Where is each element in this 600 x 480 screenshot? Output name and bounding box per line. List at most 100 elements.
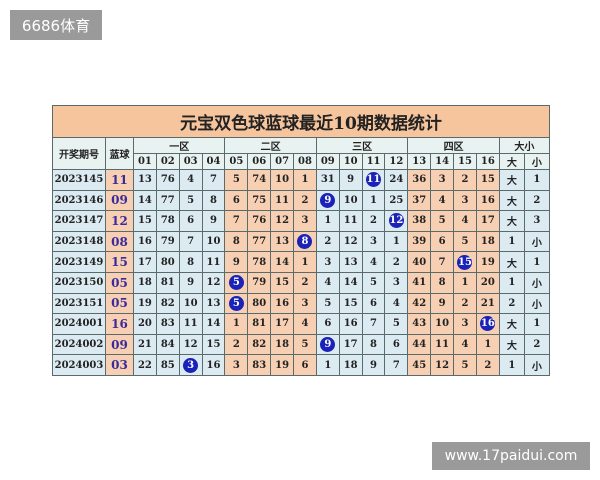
number-cell: 79 — [155, 230, 180, 253]
issue-cell: 2023151 — [52, 292, 106, 315]
number-cell: 24 — [384, 169, 409, 191]
highlight-ball: 5 — [228, 275, 244, 291]
number-cell: 20 — [475, 271, 500, 294]
number-cell: 8 — [201, 189, 226, 212]
number-cell: 10 — [270, 169, 295, 191]
number-cell: 9 — [338, 169, 363, 191]
number-cell: 12 — [201, 271, 226, 294]
number-cell: 1 — [315, 354, 340, 376]
number-cell: 大 — [498, 169, 525, 191]
number-cell: 18 — [270, 333, 295, 356]
number-cell: 大 — [498, 333, 525, 356]
number-cell: 大 — [498, 313, 525, 335]
number-cell: 78 — [155, 210, 180, 232]
table-row: 2023145 11 13 76 4 7 5 74 10 1 31 9 11 24 36 3 2 15 大 1 — [52, 169, 551, 191]
number-cell: 大 — [498, 210, 525, 232]
number-cell: 1 — [224, 313, 249, 335]
table-row: 2023148 08 16 79 7 10 8 77 13 8 2 12 3 1 39 6 5 18 1 小 — [52, 230, 551, 253]
column-header: 08 — [293, 153, 317, 170]
number-cell: 1 — [523, 169, 551, 191]
number-cell: 8 — [224, 230, 249, 253]
number-cell: 小 — [523, 271, 551, 294]
number-cell: 13 — [201, 292, 226, 315]
number-cell: 1 — [523, 251, 551, 273]
number-cell: 2 — [523, 333, 551, 356]
number-cell: 11 — [361, 169, 386, 191]
number-cell: 36 — [407, 169, 432, 191]
number-cell: 11 — [338, 210, 363, 232]
header-blue: 蓝球 — [105, 137, 134, 170]
number-cell: 3 — [315, 251, 340, 273]
number-cell: 12 — [178, 333, 203, 356]
number-cell: 2 — [224, 333, 249, 356]
number-cell: 3 — [361, 230, 386, 253]
number-cell: 1 — [498, 354, 525, 376]
number-cell: 2 — [361, 210, 386, 232]
highlight-ball: 12 — [388, 213, 404, 229]
number-cell: 82 — [155, 292, 180, 315]
number-cell: 4 — [384, 292, 409, 315]
header-zone-2: 二区 — [224, 137, 317, 154]
number-cell: 2 — [293, 271, 317, 294]
number-cell: 14 — [133, 189, 157, 212]
table-row: 2023146 09 14 77 5 8 6 75 11 2 9 10 1 25 37 4 3 16 大 2 — [52, 189, 551, 212]
number-cell: 15 — [133, 210, 157, 232]
number-cell: 74 — [247, 169, 272, 191]
number-cell: 5 — [430, 210, 455, 232]
header-zone-1: 一区 — [132, 137, 226, 154]
number-cell: 43 — [407, 313, 432, 335]
number-cell: 5 — [361, 271, 386, 294]
highlight-ball: 5 — [228, 295, 244, 311]
number-cell: 25 — [384, 189, 409, 212]
number-cell: 84 — [155, 333, 180, 356]
number-cell: 79 — [247, 271, 272, 294]
column-header: 14 — [430, 153, 455, 170]
column-header: 05 — [224, 153, 249, 170]
number-cell: 4 — [453, 333, 477, 356]
column-header: 12 — [384, 153, 409, 170]
number-cell: 14 — [338, 271, 363, 294]
number-cell: 12 — [384, 210, 409, 232]
number-cell: 3 — [178, 354, 203, 376]
blue-ball-cell: 03 — [105, 354, 134, 376]
number-cell: 5 — [178, 189, 203, 212]
number-cell: 12 — [270, 210, 295, 232]
number-cell: 4 — [453, 210, 477, 232]
number-cell: 21 — [475, 292, 500, 315]
number-cell: 10 — [338, 189, 363, 212]
column-header: 09 — [315, 153, 340, 170]
number-cell: 6 — [224, 189, 249, 212]
number-cell: 4 — [430, 189, 455, 212]
number-cell: 18 — [475, 230, 500, 253]
issue-cell: 2024003 — [52, 354, 106, 376]
number-cell: 76 — [247, 210, 272, 232]
column-header: 10 — [338, 153, 363, 170]
number-cell: 17 — [133, 251, 157, 273]
table-row: 2024003 03 22 85 3 16 3 83 19 6 1 18 9 7 45 12 5 2 1 小 — [52, 354, 551, 376]
number-cell: 大 — [498, 251, 525, 273]
number-cell: 15 — [475, 169, 500, 191]
number-cell: 小 — [523, 354, 551, 376]
number-cell: 16 — [201, 354, 226, 376]
number-cell: 77 — [155, 189, 180, 212]
number-cell: 1 — [293, 251, 317, 273]
number-cell: 41 — [407, 271, 432, 294]
column-header: 小 — [523, 153, 551, 170]
blue-ball-cell: 16 — [105, 313, 134, 335]
number-cell: 8 — [293, 230, 317, 253]
number-cell: 82 — [247, 333, 272, 356]
number-cell: 9 — [361, 354, 386, 376]
blue-ball-cell: 15 — [105, 251, 134, 273]
number-cell: 1 — [315, 210, 340, 232]
number-cell: 20 — [133, 313, 157, 335]
number-cell: 31 — [315, 169, 340, 191]
number-cell: 80 — [247, 292, 272, 315]
table-row: 2024002 09 21 84 12 15 2 82 18 5 9 17 8 6 44 11 4 1 大 2 — [52, 333, 551, 356]
number-cell: 37 — [407, 189, 432, 212]
column-header: 11 — [361, 153, 386, 170]
number-cell: 3 — [293, 210, 317, 232]
column-header: 16 — [475, 153, 500, 170]
highlight-ball: 9 — [320, 337, 336, 353]
number-cell: 10 — [201, 230, 226, 253]
column-header: 01 — [133, 153, 157, 170]
